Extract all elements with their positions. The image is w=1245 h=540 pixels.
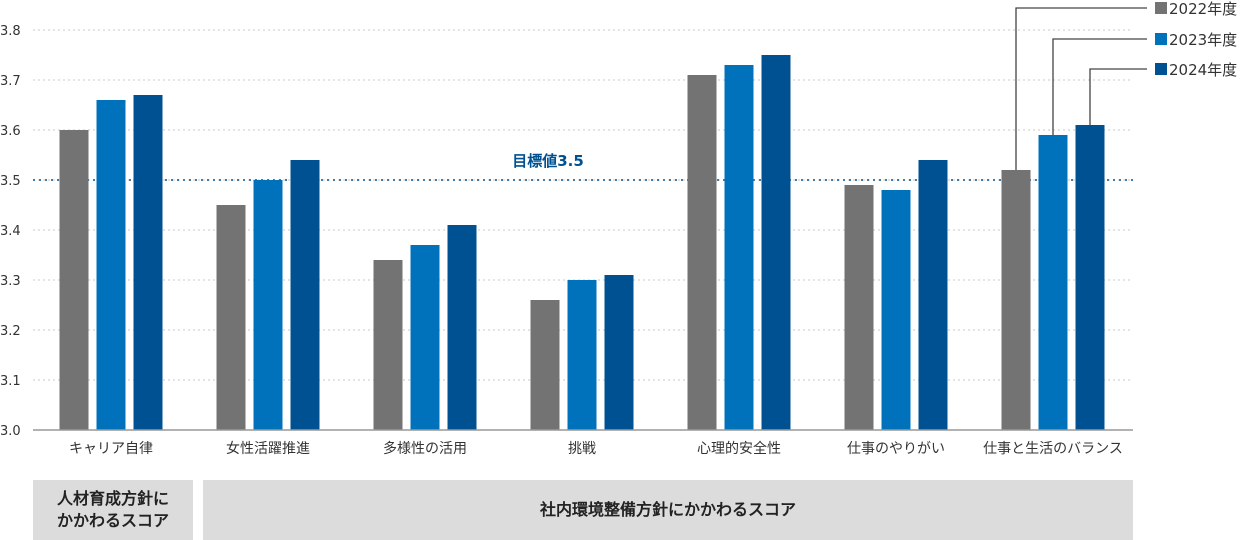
x-tick-label: 心理的安全性 <box>697 440 781 457</box>
x-tick-label: 挑戦 <box>568 441 596 457</box>
y-tick-label: 3.8 <box>0 24 21 39</box>
legend-swatch <box>1155 2 1167 14</box>
x-tick-label: キャリア自律 <box>69 441 153 457</box>
y-tick-label: 3.6 <box>0 124 21 139</box>
y-tick-label: 3.7 <box>0 74 21 89</box>
bar <box>724 65 754 430</box>
bar <box>530 300 560 430</box>
legend-leader-line <box>1089 68 1147 125</box>
x-tick-label: 仕事と生活のバランス <box>983 441 1123 457</box>
bar <box>1038 135 1068 430</box>
bar <box>1075 125 1105 430</box>
legend-label: 2024年度 <box>1169 61 1237 79</box>
y-tick-label: 3.4 <box>0 224 21 239</box>
legend-swatch <box>1155 33 1167 45</box>
y-tick-label: 3.0 <box>0 424 21 439</box>
bar <box>567 280 597 430</box>
legend-swatch <box>1155 63 1167 75</box>
bar <box>447 225 477 430</box>
bar <box>761 55 791 430</box>
y-tick-label: 3.5 <box>0 174 21 189</box>
bar <box>373 260 403 430</box>
bar <box>918 160 948 430</box>
bar-chart: 3.0 3.1 3.2 3.3 3.4 3.5 3.6 3.7 3.8 目標値3.5 キャリア自律 女… <box>0 0 1237 457</box>
bar <box>253 180 283 430</box>
legend-leader-line <box>1052 38 1147 135</box>
bar <box>687 75 717 430</box>
y-tick-label: 3.2 <box>0 324 21 339</box>
y-tick-label: 3.1 <box>0 374 21 389</box>
group-label-workplace-environment: 社内環境整備方針にかかわるスコア <box>203 480 1133 540</box>
bar <box>133 95 163 430</box>
bar <box>290 160 320 430</box>
legend-label: 2022年度 <box>1169 0 1237 18</box>
x-tick-label: 女性活躍推進 <box>226 440 310 457</box>
bar <box>96 100 126 430</box>
legend-label: 2023年度 <box>1169 31 1237 49</box>
bar <box>604 275 634 430</box>
bar <box>410 245 440 430</box>
target-label: 目標値3.5 <box>512 152 584 170</box>
bar <box>1001 170 1031 430</box>
group-label-hr-development: 人材育成方針に かかわるスコア <box>33 480 193 540</box>
y-tick-label: 3.3 <box>0 274 21 289</box>
bar <box>59 130 89 430</box>
bar <box>216 205 246 430</box>
legend-leader-line <box>1015 7 1147 170</box>
x-tick-label: 仕事のやりがい <box>847 441 945 457</box>
bar <box>844 185 874 430</box>
bar <box>881 190 911 430</box>
x-tick-label: 多様性の活用 <box>383 440 467 457</box>
